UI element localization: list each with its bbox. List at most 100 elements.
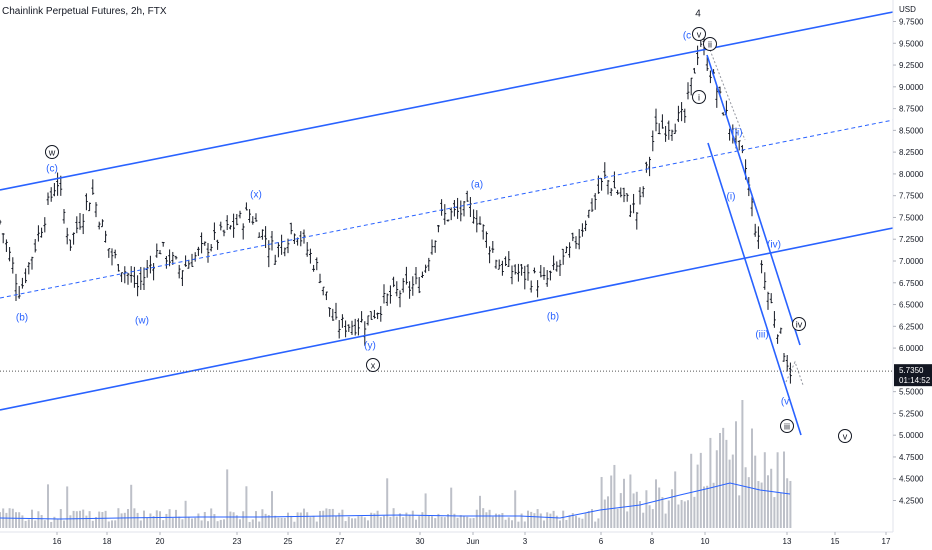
volume-bar xyxy=(395,516,398,528)
ohlc-bar xyxy=(344,320,347,338)
volume-bar xyxy=(184,500,187,528)
volume-bar xyxy=(200,520,203,528)
volume-bar xyxy=(258,521,261,528)
ohlc-bar xyxy=(395,281,399,297)
volume-bar xyxy=(683,501,686,528)
volume-bar xyxy=(747,477,750,528)
volume-bar xyxy=(79,510,81,528)
ohlc-bar xyxy=(408,281,411,299)
volume-bar xyxy=(632,493,635,528)
volume-bar xyxy=(415,519,417,528)
countdown-value: 01:14:52 xyxy=(899,376,931,385)
wave-label-iv-paren: (iv) xyxy=(767,240,781,251)
volume-bar xyxy=(517,521,520,528)
ohlc-bar xyxy=(133,266,136,288)
ohlc-bar xyxy=(545,270,549,287)
price-tick-label: 9.0000 xyxy=(899,83,924,92)
volume-bar xyxy=(146,517,149,528)
ohlc-bar xyxy=(641,186,645,198)
volume-bar xyxy=(581,518,584,528)
volume-bar xyxy=(66,486,69,528)
volume-bar xyxy=(677,504,680,528)
ohlc-bar xyxy=(107,248,111,258)
ohlc-bar xyxy=(721,112,725,116)
volume-bar xyxy=(322,510,325,528)
time-tick-label: 6 xyxy=(599,537,604,546)
ohlc-bar xyxy=(59,175,63,196)
ohlc-bar xyxy=(657,123,661,135)
volume-bar xyxy=(139,520,142,528)
ohlc-bar xyxy=(126,272,130,285)
ohlc-bar xyxy=(62,209,66,224)
volume-bar xyxy=(440,516,443,528)
current-price-tag-bg xyxy=(894,364,932,387)
volume-bar xyxy=(315,521,318,528)
wave-label-text: v xyxy=(697,30,702,40)
ohlc-bar xyxy=(411,276,415,296)
volume-bar xyxy=(306,512,309,528)
ohlc-bar xyxy=(430,239,434,255)
volume-bar xyxy=(226,469,229,528)
wave-label-text: (iv) xyxy=(767,240,781,251)
time-tick-label: 13 xyxy=(783,537,792,546)
ohlc-bar xyxy=(0,219,2,225)
wave-label-text: (a) xyxy=(471,180,483,191)
ohlc-bar xyxy=(753,223,757,237)
volume-bar xyxy=(290,515,293,528)
volume-bar xyxy=(552,510,555,528)
ohlc-bar xyxy=(328,307,331,317)
wave-labels-layer: w(c)(b) (w)(x)(y)x(a)(b)(c v4iii(ii)(i)(iv… xyxy=(16,9,852,443)
ohlc-bar xyxy=(401,278,405,293)
ohlc-bar xyxy=(241,223,245,240)
time-tick-label: 23 xyxy=(233,537,242,546)
ohlc-bar xyxy=(14,273,18,301)
volume-bar xyxy=(645,490,648,528)
volume-bar xyxy=(165,513,168,528)
volume-bar xyxy=(197,513,200,528)
ohlc-bar xyxy=(69,239,72,251)
wave-label-circle xyxy=(692,90,706,104)
time-tick-label: 30 xyxy=(416,537,425,546)
time-tick-label: 25 xyxy=(284,537,293,546)
price-tick-label: 9.5000 xyxy=(899,39,924,48)
ohlc-bar xyxy=(427,257,431,272)
time-tick-label: 10 xyxy=(701,537,710,546)
ohlc-bar xyxy=(161,241,165,247)
price-tick-label: 8.5000 xyxy=(899,126,924,135)
volume-bar xyxy=(501,512,504,528)
volume-bar xyxy=(463,515,465,528)
ohlc-bar xyxy=(504,256,507,267)
volume-ma-layer xyxy=(0,482,791,520)
volume-bar xyxy=(626,511,629,528)
volume-bar xyxy=(741,400,744,528)
ohlc-bar xyxy=(341,314,344,328)
volume-bar xyxy=(15,512,17,528)
ohlc-bar xyxy=(670,129,674,141)
volume-bar xyxy=(418,516,421,528)
volume-bar xyxy=(261,509,264,528)
ohlc-bar xyxy=(523,265,527,290)
ohlc-bar xyxy=(433,240,437,253)
volume-bar xyxy=(504,519,507,528)
ohlc-bar xyxy=(542,267,546,280)
ohlc-bar xyxy=(302,229,306,244)
volume-bar xyxy=(514,490,517,528)
volume-bar xyxy=(91,520,94,528)
volume-bar xyxy=(456,517,459,528)
volume-bar xyxy=(402,517,405,528)
wave-label-ii-circled: ii xyxy=(703,37,717,51)
volume-bar xyxy=(379,517,382,528)
ohlc-bar xyxy=(664,125,667,142)
ohlc-bar xyxy=(478,216,482,225)
ohlc-bar xyxy=(757,226,760,249)
volume-bar xyxy=(264,513,267,528)
volume-bar xyxy=(319,510,321,528)
volume-bar xyxy=(770,468,773,528)
volume-bar xyxy=(648,505,651,528)
ohlc-bar xyxy=(177,264,181,279)
projection-path xyxy=(785,360,804,386)
volume-bar xyxy=(383,515,385,528)
ohlc-bar xyxy=(456,197,459,219)
